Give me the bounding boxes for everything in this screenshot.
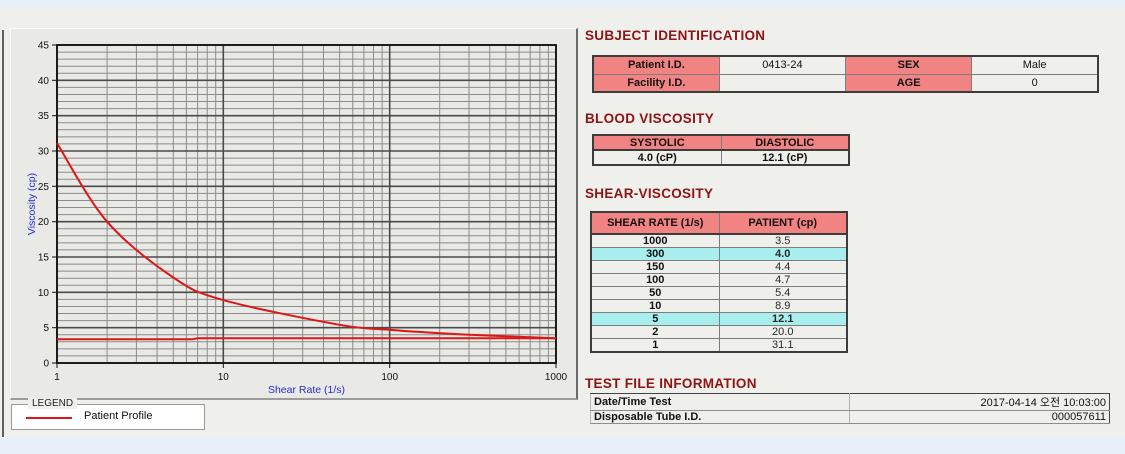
patient-cp-cell: 4.0 xyxy=(718,247,848,261)
subject-identification-title: SUBJECT IDENTIFICATION xyxy=(585,28,766,43)
patient-id-value: 0413-24 xyxy=(718,55,847,75)
shear-row-4: 50 5.4 xyxy=(590,286,848,300)
diastolic-value: 12.1 (cP) xyxy=(720,149,850,166)
test-file-information-table: Date/Time Test 2017-04-14 오전 10:03:00 Di… xyxy=(590,393,1110,424)
age-value: 0 xyxy=(971,73,1099,93)
svg-text:15: 15 xyxy=(38,253,50,264)
patient-cp-cell: 8.9 xyxy=(718,299,848,313)
patient-id-label: Patient I.D. xyxy=(592,55,720,75)
shear-viscosity-chart: 0 5 10 15 20 25 30 35 40 45 1 10 100 1000 Shear Rate (… xyxy=(11,29,576,404)
shear-rate-cell: 1 xyxy=(590,338,720,353)
patient-cp-cell: 31.1 xyxy=(718,338,848,353)
shear-row-5: 10 8.9 xyxy=(590,299,848,313)
patient-cp-cell: 12.1 xyxy=(718,312,848,326)
shear-rate-cell: 100 xyxy=(590,273,720,287)
shear-rate-cell: 300 xyxy=(590,247,720,261)
shear-rate-cell: 2 xyxy=(590,325,720,339)
patient-cp-cell: 5.4 xyxy=(718,286,848,300)
svg-text:1: 1 xyxy=(54,372,60,383)
sex-label: SEX xyxy=(844,55,973,75)
svg-text:45: 45 xyxy=(38,41,50,52)
date-time-test-value: 2017-04-14 오전 10:03:00 xyxy=(849,393,1110,411)
facility-id-value xyxy=(718,73,847,93)
shear-viscosity-chart-panel: 0 5 10 15 20 25 30 35 40 45 1 10 100 1000 Shear Rate (… xyxy=(10,28,578,400)
test-file-information-title: TEST FILE INFORMATION xyxy=(585,376,757,391)
shear-row-8: 1 31.1 xyxy=(590,338,848,353)
patient-profile-line-swatch xyxy=(26,417,72,419)
patient-cp-cell: 4.7 xyxy=(718,273,848,287)
table-row: Date/Time Test 2017-04-14 오전 10:03:00 xyxy=(590,393,1110,411)
shear-row-7: 2 20.0 xyxy=(590,325,848,339)
svg-text:Shear Rate (1/s): Shear Rate (1/s) xyxy=(268,384,345,396)
svg-text:5: 5 xyxy=(43,323,49,334)
diastolic-header: DIASTOLIC xyxy=(720,134,850,151)
table-row: SYSTOLIC DIASTOLIC xyxy=(592,134,850,151)
svg-text:10: 10 xyxy=(218,372,230,383)
date-time-test-label: Date/Time Test xyxy=(590,393,850,411)
legend-series-label: Patient Profile xyxy=(84,410,153,422)
shear-rate-header: SHEAR RATE (1/s) xyxy=(590,211,720,235)
shear-rate-cell: 50 xyxy=(590,286,720,300)
svg-text:30: 30 xyxy=(38,147,50,158)
shear-viscosity-table: SHEAR RATE (1/s) PATIENT (cp) 1000 3.5 30… xyxy=(590,211,848,353)
systolic-header: SYSTOLIC xyxy=(592,134,722,151)
blood-viscosity-table: SYSTOLIC DIASTOLIC 4.0 (cP) 12.1 (cP) xyxy=(592,134,850,166)
svg-text:40: 40 xyxy=(38,76,50,87)
shear-rate-cell: 1000 xyxy=(590,233,720,248)
patient-cp-header: PATIENT (cp) xyxy=(718,211,848,235)
table-row: SHEAR RATE (1/s) PATIENT (cp) xyxy=(590,211,848,235)
shear-viscosity-title: SHEAR-VISCOSITY xyxy=(585,186,714,201)
subject-identification-table: Patient I.D. 0413-24 SEX Male Facility I… xyxy=(592,55,1099,93)
table-row: 4.0 (cP) 12.1 (cP) xyxy=(592,149,850,166)
svg-text:25: 25 xyxy=(38,182,50,193)
age-label: AGE xyxy=(844,73,973,93)
svg-text:100: 100 xyxy=(381,372,398,383)
svg-text:20: 20 xyxy=(38,217,50,228)
disposable-tube-id-value: 000057611 xyxy=(849,410,1110,424)
svg-text:35: 35 xyxy=(38,111,50,122)
shear-row-3: 100 4.7 xyxy=(590,273,848,287)
shear-rate-cell: 10 xyxy=(590,299,720,313)
table-row: Patient I.D. 0413-24 SEX Male xyxy=(592,55,1099,75)
patient-cp-cell: 20.0 xyxy=(718,325,848,339)
facility-id-label: Facility I.D. xyxy=(592,73,720,93)
shear-row-0: 1000 3.5 xyxy=(590,233,848,248)
shear-row-2: 150 4.4 xyxy=(590,260,848,274)
table-row: Disposable Tube I.D. 000057611 xyxy=(590,410,1110,424)
svg-text:1000: 1000 xyxy=(545,372,568,383)
shear-rate-cell: 5 xyxy=(590,312,720,326)
disposable-tube-id-label: Disposable Tube I.D. xyxy=(590,410,850,424)
svg-text:10: 10 xyxy=(38,288,50,299)
sex-value: Male xyxy=(971,55,1099,75)
patient-cp-cell: 3.5 xyxy=(718,233,848,248)
legend-box: LEGEND Patient Profile xyxy=(11,398,205,430)
systolic-value: 4.0 (cP) xyxy=(592,149,722,166)
svg-text:0: 0 xyxy=(43,359,49,370)
patient-cp-cell: 4.4 xyxy=(718,260,848,274)
frame-border xyxy=(2,30,4,437)
shear-rate-cell: 150 xyxy=(590,260,720,274)
shear-row-1: 300 4.0 xyxy=(590,247,848,261)
shear-row-6: 5 12.1 xyxy=(590,312,848,326)
blood-viscosity-title: BLOOD VISCOSITY xyxy=(585,111,715,126)
legend-title: LEGEND xyxy=(28,398,78,409)
svg-text:Viscosity (cp): Viscosity (cp) xyxy=(26,173,38,235)
table-row: Facility I.D. AGE 0 xyxy=(592,73,1099,93)
